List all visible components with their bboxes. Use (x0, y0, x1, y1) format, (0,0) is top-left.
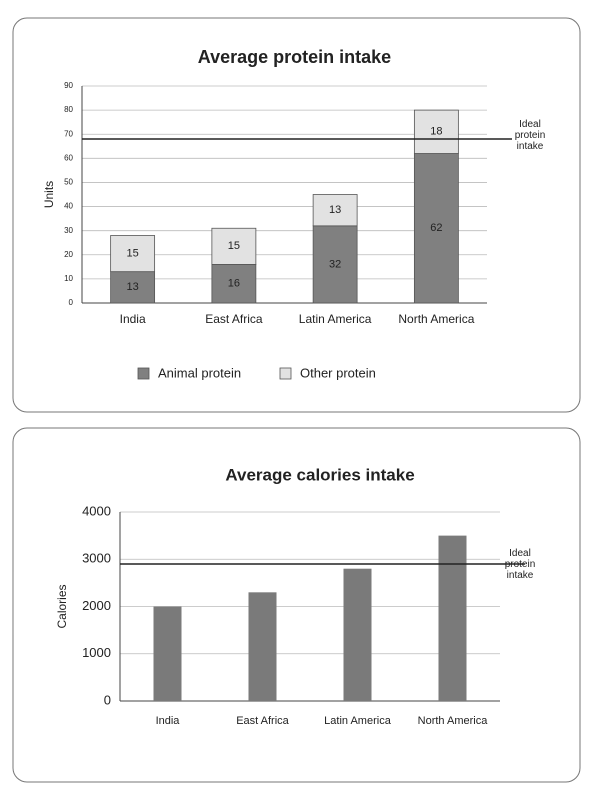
bar-segment (211, 264, 257, 304)
y-tick-label: 0 (104, 692, 111, 707)
bar-segment (312, 225, 358, 304)
bar (248, 592, 277, 701)
data-label: 16 (228, 278, 240, 290)
x-tick-label: Latin America (324, 715, 392, 727)
data-label: 62 (430, 222, 442, 234)
y-axis-label: Calories (55, 584, 69, 628)
y-axis-label: Units (42, 181, 56, 208)
data-label: 13 (329, 204, 341, 216)
legend-label: Animal protein (158, 365, 241, 380)
x-tick-label: East Africa (236, 715, 289, 727)
y-tick-label: 70 (64, 129, 73, 138)
y-tick-label: 40 (64, 202, 73, 211)
reference-label: Ideal protein intake (504, 547, 536, 581)
legend-label: Other protein (300, 365, 376, 380)
data-label: 18 (430, 126, 442, 138)
bar (438, 535, 467, 701)
panel (12, 17, 581, 413)
y-tick-label: 30 (64, 226, 73, 235)
x-tick-label: Latin America (299, 312, 372, 326)
y-tick-label: 3000 (82, 551, 111, 566)
legend-swatch (279, 367, 292, 380)
chart-title: Average calories intake (225, 465, 414, 484)
y-tick-label: 80 (64, 105, 73, 114)
data-label: 15 (228, 240, 240, 252)
bar-segment (413, 109, 459, 154)
legend-swatch (137, 367, 150, 380)
bar-segment (110, 235, 156, 273)
bar (343, 568, 372, 701)
x-tick-label: India (156, 715, 181, 727)
y-tick-label: 20 (64, 250, 73, 259)
y-tick-label: 10 (64, 274, 73, 283)
y-tick-label: 60 (64, 153, 73, 162)
bar-segment (312, 194, 358, 227)
bar-segment (110, 271, 156, 304)
x-tick-label: North America (398, 312, 474, 326)
data-label: 15 (127, 247, 139, 259)
x-tick-label: East Africa (205, 312, 263, 326)
y-tick-label: 50 (64, 178, 73, 187)
bar-segment (211, 227, 257, 265)
chart-title: Average protein intake (198, 47, 391, 67)
x-tick-label: India (120, 312, 146, 326)
y-tick-label: 2000 (82, 598, 111, 613)
y-tick-label: 4000 (82, 503, 111, 518)
y-tick-label: 1000 (82, 645, 111, 660)
data-label: 13 (127, 281, 139, 293)
y-tick-label: 90 (64, 81, 73, 90)
x-tick-label: North America (418, 715, 489, 727)
reference-label: Ideal protein intake (514, 119, 546, 153)
data-label: 32 (329, 258, 341, 270)
bar (153, 606, 182, 701)
y-tick-label: 0 (69, 298, 74, 307)
